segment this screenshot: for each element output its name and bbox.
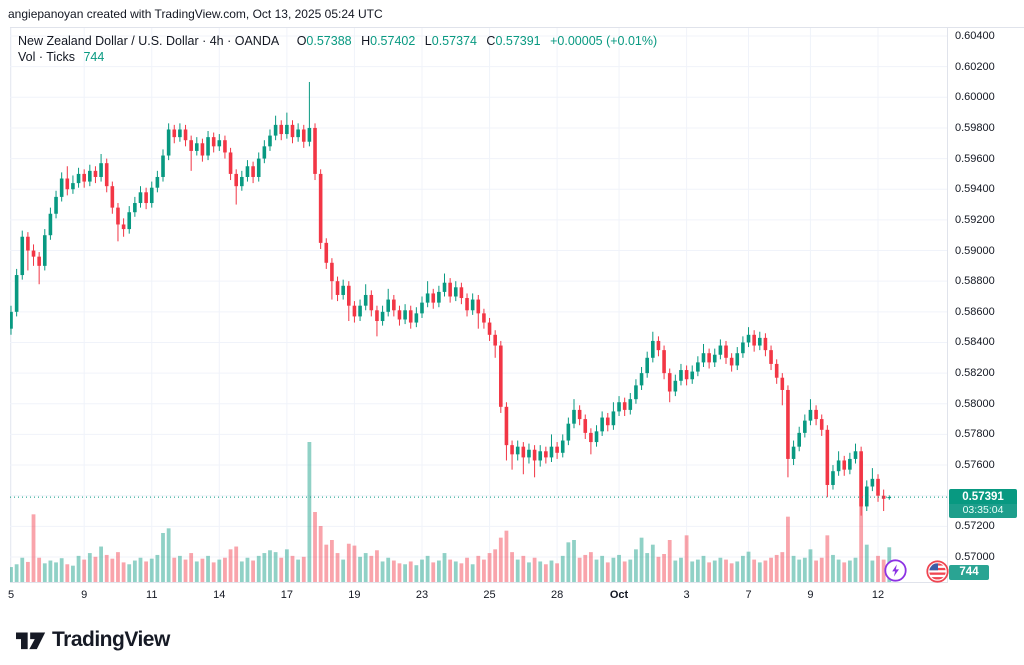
price-axis-label: 0.59600 [955, 152, 995, 165]
tradingview-logo-mark [16, 632, 46, 650]
price-axis-label: 0.60200 [955, 60, 995, 73]
time-axis-label: 11 [146, 589, 158, 601]
time-axis-label: 17 [280, 589, 293, 601]
price-axis-label: 0.60400 [955, 30, 995, 42]
time-axis-label: 14 [213, 589, 226, 601]
time-axis-label: Oct [609, 589, 629, 601]
change-value: +0.00005 (+0.01%) [550, 34, 658, 48]
price-axis-label: 0.60000 [955, 91, 995, 104]
time-axis-label: 23 [415, 589, 429, 601]
low-label: L [424, 34, 432, 48]
close-value: 0.57391 [495, 34, 541, 48]
tradingview-logo[interactable]: TradingView [16, 627, 170, 653]
time-axis[interactable]: 5 9 11 14 17 19 23 25 28 Oct 3 7 9 12 [0, 583, 1024, 610]
time-axis-label: 9 [807, 589, 814, 601]
price-axis-label: 0.58200 [955, 367, 995, 380]
open-label: O [296, 34, 307, 48]
time-axis-label: 3 [683, 589, 690, 601]
open-value: 0.57388 [306, 34, 352, 48]
price-axis-label: 0.57600 [955, 459, 995, 472]
low-value: 0.57374 [431, 34, 477, 48]
current-price-badge: 0.57391 03:35:04 [949, 489, 1017, 519]
price-axis-label: 0.57000 [955, 550, 995, 563]
volume-indicator-label[interactable]: Vol · Ticks [18, 50, 75, 64]
current-price-value: 0.57391 [949, 489, 1017, 505]
price-axis-label: 0.58600 [955, 305, 995, 318]
symbol-title[interactable]: New Zealand Dollar / U.S. Dollar · 4h · … [18, 34, 280, 48]
time-axis-label: 9 [81, 589, 88, 601]
price-axis-label: 0.59800 [955, 121, 995, 134]
pane-top-border [10, 27, 1024, 28]
tradingview-logo-text: TradingView [52, 628, 170, 651]
price-axis-label: 0.57800 [955, 428, 995, 441]
price-axis-label: 0.59200 [955, 213, 995, 226]
symbol-header: New Zealand Dollar / U.S. Dollar · 4h · … [18, 33, 657, 65]
footer: TradingView [0, 610, 1024, 665]
price-axis-label: 0.59400 [955, 183, 995, 196]
price-axis-label: 0.58400 [955, 336, 995, 349]
current-volume-badge: 744 [949, 565, 989, 580]
attribution-text: angiepanoyan created with TradingView.co… [8, 7, 383, 21]
close-label: C [486, 34, 496, 48]
time-axis-label: 5 [7, 589, 15, 601]
pane-bottom-border [10, 582, 947, 583]
price-axis-label: 0.59000 [955, 244, 995, 257]
high-label: H [361, 34, 371, 48]
volume-indicator-value: 744 [83, 50, 105, 64]
us-economic-event-flag-icon[interactable] [926, 560, 949, 588]
time-axis-label: 25 [483, 589, 496, 601]
time-axis-label: 19 [348, 589, 361, 601]
time-axis-label: 7 [745, 589, 752, 601]
price-axis-label: 0.58800 [955, 275, 995, 288]
bar-countdown-timer: 03:35:04 [949, 504, 1017, 519]
high-value: 0.57402 [370, 34, 416, 48]
candlestick-chart-canvas[interactable] [10, 28, 947, 582]
time-axis-label: 28 [550, 589, 564, 601]
price-axis-label: 0.58000 [955, 397, 995, 410]
price-axis-separator [947, 27, 948, 610]
economic-event-lightning-icon[interactable] [884, 559, 907, 587]
price-axis-label: 0.57200 [955, 520, 995, 533]
time-axis-label: 12 [871, 589, 885, 601]
